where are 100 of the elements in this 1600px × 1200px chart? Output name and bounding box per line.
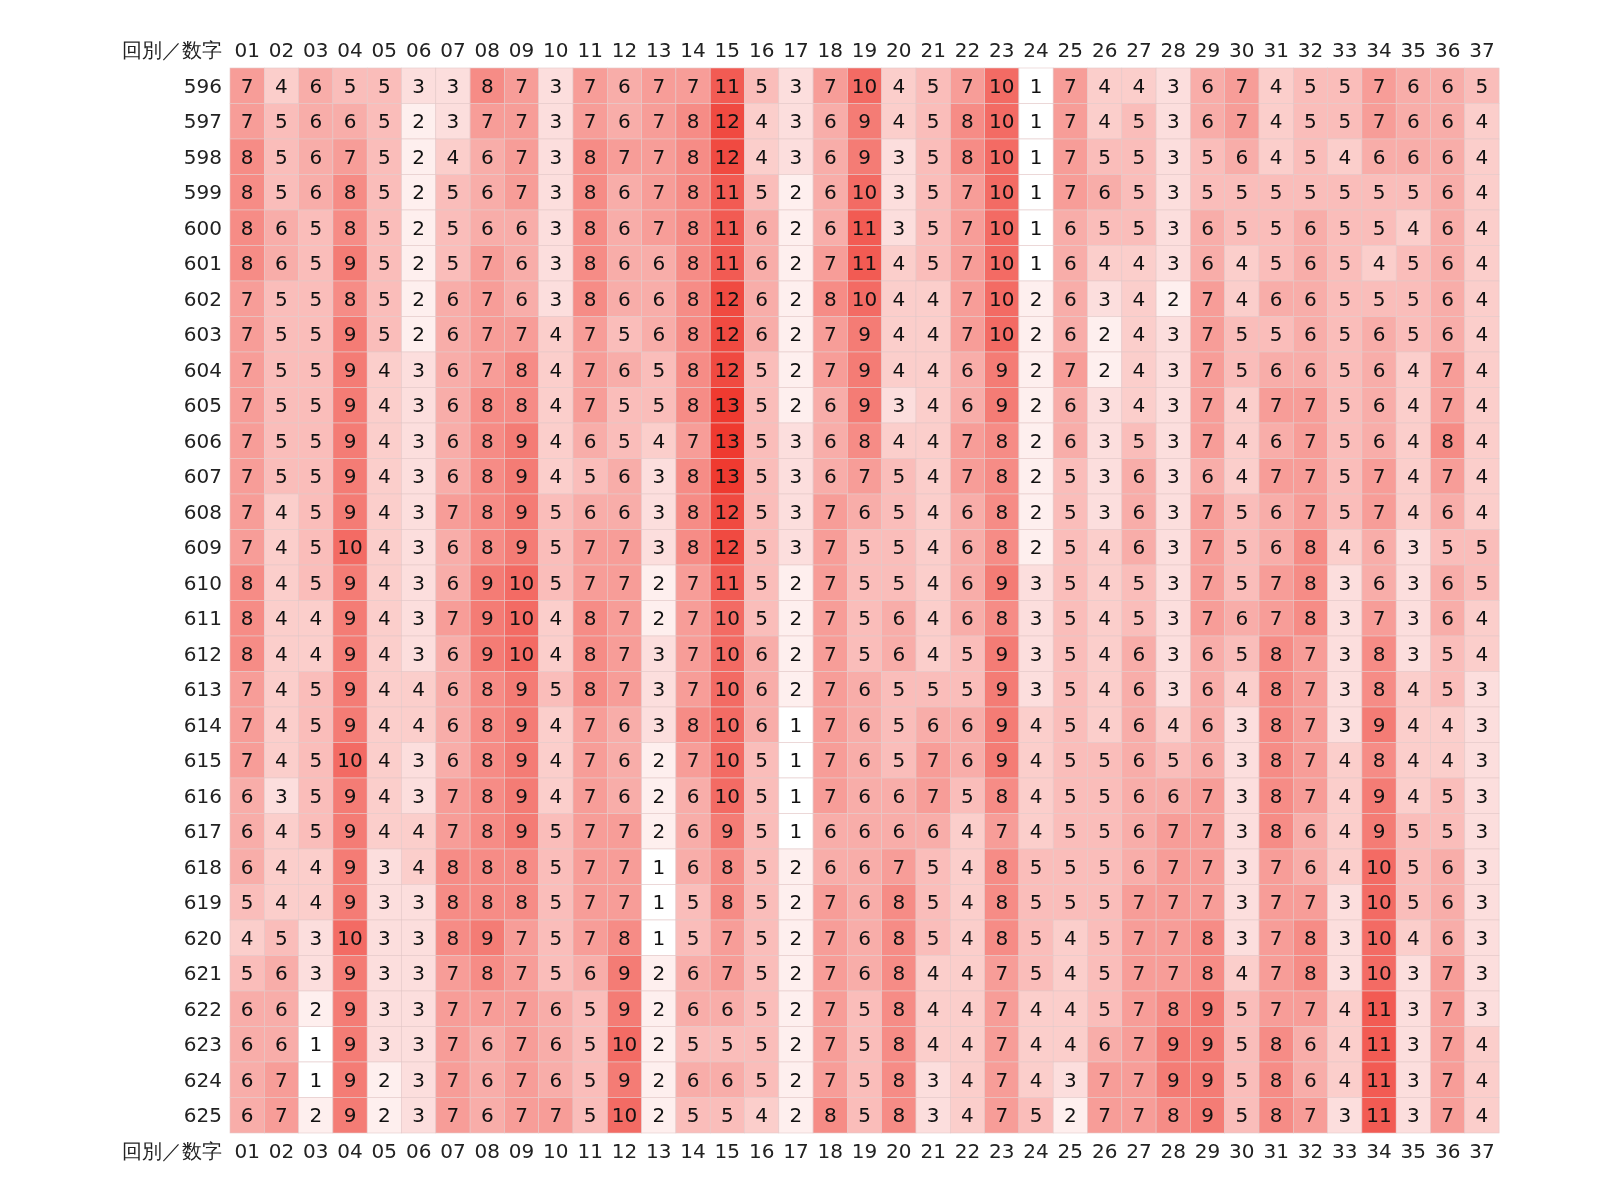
data-label: 9 [515,499,528,524]
data-label: 4 [309,890,323,915]
data-label: 7 [446,606,460,631]
data-label: 11 [1366,996,1392,1021]
data-label: 6 [1201,677,1214,702]
data-label: 4 [1406,393,1420,418]
y-tick-label: 597 [183,109,222,134]
data-label: 2 [1029,286,1043,311]
data-label: 9 [480,641,494,666]
data-label: 9 [1201,1032,1214,1057]
data-label: 2 [789,570,803,595]
data-label: 7 [1304,1103,1317,1128]
data-label: 5 [1132,570,1146,595]
data-label: 7 [583,748,597,773]
data-label: 4 [377,641,391,666]
data-label: 8 [343,215,357,240]
y-tick-label: 598 [183,144,222,169]
data-label: 5 [1441,535,1455,560]
data-label: 10 [1366,925,1392,950]
category-label: 35 [1400,1139,1427,1163]
data-label: 3 [789,428,803,453]
data-label: 5 [755,180,769,205]
data-label: 10 [714,712,741,737]
data-label: 4 [1475,606,1489,631]
x-tick-label: 19 [851,38,878,62]
data-label: 8 [240,606,254,631]
data-label: 5 [1441,783,1455,808]
data-label: 7 [1235,73,1249,98]
y-tick-label: 602 [183,286,222,311]
data-label: 6 [1201,641,1214,666]
data-label: 8 [1372,748,1386,773]
data-label: 5 [1338,357,1352,382]
data-label: 4 [549,748,563,773]
data-label: 3 [412,890,426,915]
data-label: 11 [714,251,741,276]
data-label: 5 [1029,854,1043,879]
data-label: 5 [1098,961,1112,986]
data-label: 6 [858,961,871,986]
data-label: 10 [337,535,363,560]
data-label: 3 [377,1032,391,1057]
data-label: 3 [789,499,803,524]
data-label: 6 [858,854,871,879]
data-label: 3 [1338,1103,1352,1128]
data-label: 5 [1063,748,1077,773]
data-label: 6 [961,712,974,737]
data-label: 4 [926,535,940,560]
data-label: 7 [995,961,1009,986]
data-label: 7 [583,393,597,418]
data-label: 8 [515,393,528,418]
data-label: 3 [275,783,288,808]
data-label: 9 [343,783,357,808]
y-tick-label: 617 [183,819,222,844]
data-label: 6 [446,428,460,453]
data-label: 4 [1269,109,1283,134]
data-label: 9 [343,890,357,915]
data-label: 2 [652,1103,666,1128]
data-label: 1 [1029,144,1043,169]
data-label: 7 [515,1032,528,1057]
data-label: 6 [1304,819,1317,844]
data-label: 6 [1441,73,1455,98]
data-label: 7 [961,251,974,276]
data-label: 4 [926,1032,940,1057]
data-label: 5 [1098,996,1112,1021]
data-label: 6 [686,819,700,844]
data-label: 5 [618,322,631,347]
data-label: 3 [1475,677,1489,702]
data-label: 6 [755,286,769,311]
data-label: 8 [618,925,631,950]
data-label: 7 [1441,357,1455,382]
data-label: 6 [1063,428,1077,453]
data-label: 6 [583,499,597,524]
data-label: 2 [652,783,666,808]
data-label: 8 [995,854,1009,879]
data-label: 6 [618,286,631,311]
data-label: 10 [1366,890,1392,915]
data-label: 7 [1304,677,1317,702]
data-label: 7 [480,251,494,276]
data-label: 4 [892,109,906,134]
data-label: 6 [823,854,837,879]
data-label: 5 [686,890,700,915]
data-label: 5 [892,748,906,773]
data-label: 5 [446,215,460,240]
data-label: 3 [652,464,666,489]
data-label: 4 [377,357,391,382]
data-label: 6 [1372,322,1386,347]
data-label: 5 [309,819,323,844]
data-label: 7 [583,570,597,595]
data-label: 4 [275,570,288,595]
data-label: 7 [1132,1103,1146,1128]
data-label: 7 [823,1032,837,1057]
data-label: 4 [1235,428,1249,453]
data-label: 4 [446,144,460,169]
data-label: 6 [1098,1032,1112,1057]
data-label: 1 [789,819,803,844]
data-label: 3 [1029,570,1043,595]
data-label: 3 [1166,144,1180,169]
data-label: 4 [275,819,288,844]
data-label: 7 [1304,748,1317,773]
data-label: 2 [412,109,426,134]
data-label: 8 [1304,535,1317,560]
